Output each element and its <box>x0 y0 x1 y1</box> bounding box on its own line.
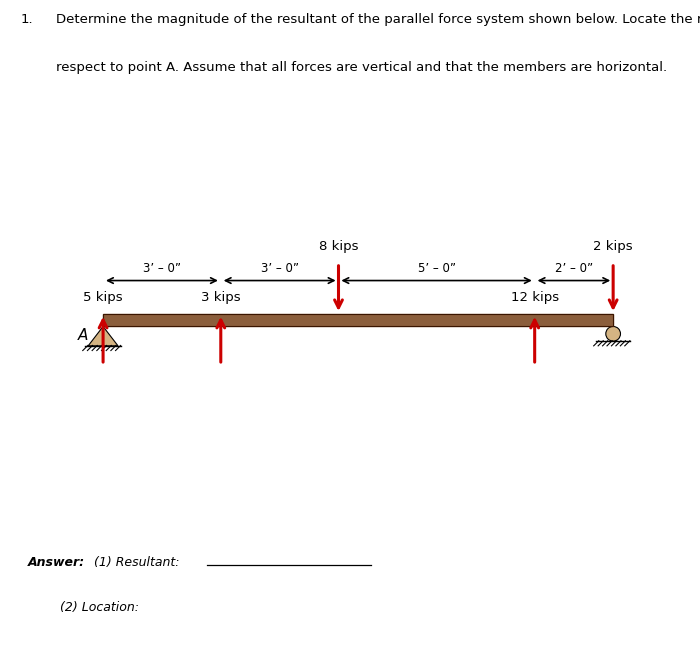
Bar <box>103 314 613 327</box>
Text: 2 kips: 2 kips <box>594 240 633 253</box>
Text: 8 kips: 8 kips <box>318 240 358 253</box>
Text: (1) Resultant:: (1) Resultant: <box>94 556 180 569</box>
Text: 1.: 1. <box>21 12 34 26</box>
Text: (2) Location:: (2) Location: <box>60 600 139 614</box>
Circle shape <box>606 327 620 341</box>
Text: 3’ – 0”: 3’ – 0” <box>143 262 181 275</box>
Text: 3 kips: 3 kips <box>201 291 241 304</box>
Bar <box>103 314 613 327</box>
Text: Determine the magnitude of the resultant of the parallel force system shown belo: Determine the magnitude of the resultant… <box>56 12 700 26</box>
Text: Answer:: Answer: <box>28 556 85 569</box>
Text: 12 kips: 12 kips <box>510 291 559 304</box>
Polygon shape <box>88 327 118 346</box>
Text: 5 kips: 5 kips <box>83 291 123 304</box>
Text: 3’ – 0”: 3’ – 0” <box>260 262 299 275</box>
Text: 2’ – 0”: 2’ – 0” <box>555 262 593 275</box>
Text: A: A <box>78 328 88 344</box>
Text: respect to point A. Assume that all forces are vertical and that the members are: respect to point A. Assume that all forc… <box>56 61 667 74</box>
Text: 5’ – 0”: 5’ – 0” <box>418 262 456 275</box>
